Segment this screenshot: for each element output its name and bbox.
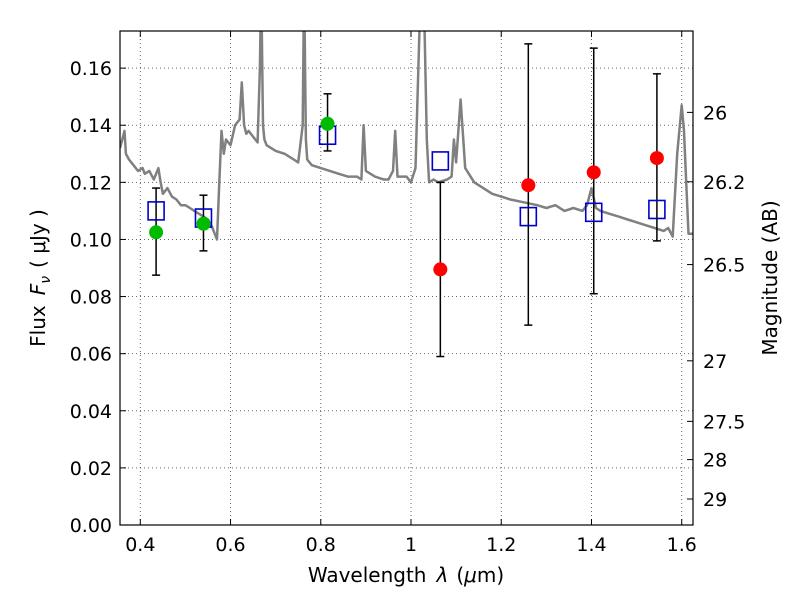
y2-tick-label: 26.2 — [703, 172, 745, 194]
y-axis-label-text: Flux — [26, 305, 50, 347]
y-axis-ticks: 0.00 0.02 0.04 0.06 0.08 0.10 0.12 0.14 0.16 — [70, 58, 126, 537]
x-axis-label: Wavelength λ (μm) — [308, 563, 504, 587]
y-tick-label: 0.06 — [70, 344, 112, 366]
grid-layer — [120, 31, 693, 526]
model-flux-square — [147, 201, 165, 221]
y2-tick-label: 27.5 — [703, 411, 745, 433]
y-tick-label: 0.08 — [70, 287, 112, 309]
y-axis-label-subscript: ν — [38, 276, 54, 284]
x-axis-label-unit-open: ( — [456, 563, 464, 587]
model-flux-square — [648, 199, 666, 220]
y2-tick-label: 28 — [703, 450, 727, 472]
y-tick-label: 0.04 — [70, 401, 112, 423]
x-tick-label: 0.8 — [306, 534, 336, 556]
x-tick-label: 0.6 — [215, 534, 245, 556]
y-axis-label-unit: ( μJy ) — [26, 209, 50, 268]
y-tick-label: 0.14 — [70, 115, 112, 137]
y2-tick-label: 26.5 — [703, 255, 745, 277]
y-tick-label: 0.02 — [70, 458, 112, 480]
red-data-point — [433, 262, 448, 277]
model-flux-square — [519, 206, 538, 227]
y2-axis-ticks: 26 26.2 26.5 27 27.5 28 29 — [687, 102, 745, 511]
model-spectrum-line — [120, 31, 693, 241]
green-data-point — [196, 216, 211, 231]
x-axis-label-text: Wavelength — [308, 563, 427, 587]
model-flux-square — [431, 151, 450, 171]
x-tick-label: 0.4 — [125, 534, 155, 556]
y-axis-label-symbol: F — [26, 283, 50, 295]
red-data-point — [649, 151, 664, 166]
x-tick-label: 1.6 — [667, 534, 697, 556]
green-data-point — [149, 225, 164, 240]
y-tick-label: 0.12 — [70, 172, 112, 194]
y2-tick-label: 26 — [703, 102, 727, 124]
plot-frame — [119, 30, 694, 526]
x-axis-label-symbol: λ — [435, 563, 448, 587]
x-axis-ticks: 0.4 0.6 0.8 1 1.2 1.4 1.6 — [125, 31, 697, 556]
red-data-point — [521, 178, 536, 193]
y-tick-label: 0.16 — [70, 58, 112, 80]
marker-layer — [147, 116, 666, 277]
model-flux-square — [584, 202, 603, 223]
green-data-point — [320, 116, 335, 131]
errorbar-layer — [152, 43, 661, 358]
y-tick-label: 0.00 — [70, 515, 112, 537]
x-axis-label-unit-mu: μ — [463, 563, 477, 587]
y2-tick-label: 27 — [703, 351, 727, 373]
model-spectrum-layer — [120, 31, 693, 241]
y-tick-label: 0.10 — [70, 229, 112, 251]
red-data-point — [586, 165, 601, 180]
x-tick-label: 1.4 — [576, 534, 606, 556]
y2-axis-label: Magnitude (AB) — [758, 200, 782, 355]
y-axis-label: Flux Fν ( μJy ) — [26, 209, 54, 347]
y2-tick-label: 29 — [703, 489, 727, 511]
x-tick-label: 1 — [405, 534, 417, 556]
x-axis-label-unit-close: m) — [477, 563, 504, 587]
x-tick-label: 1.2 — [486, 534, 516, 556]
